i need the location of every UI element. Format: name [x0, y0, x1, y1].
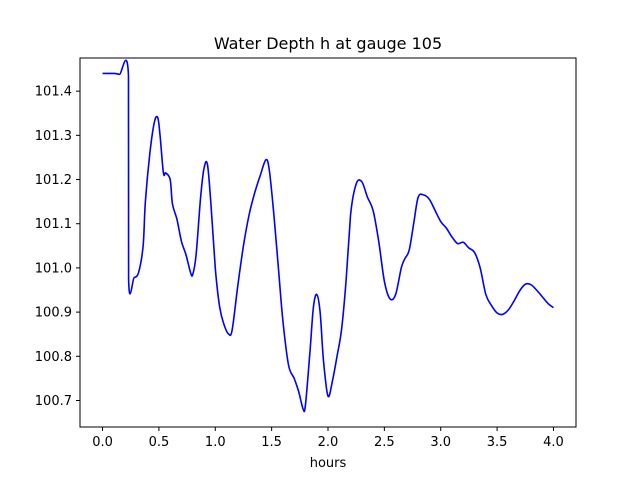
x-tick-label: 1.5: [261, 435, 282, 450]
y-tick-label: 100.9: [35, 306, 72, 321]
plot-frame: [79, 57, 577, 428]
x-tick-label: 2.5: [374, 435, 395, 450]
y-tick-label: 100.7: [35, 394, 72, 409]
chart-title: Water Depth h at gauge 105: [214, 34, 442, 53]
x-tick-label: 4.0: [543, 435, 564, 450]
y-tick-label: 101.4: [35, 85, 72, 100]
x-tick-label: 0.5: [149, 435, 170, 450]
y-tick-label: 101.0: [35, 261, 72, 276]
x-tick-label: 0.0: [92, 435, 113, 450]
y-tick-label: 101.3: [35, 129, 72, 144]
x-tick-label: 3.0: [430, 435, 451, 450]
series-layer: [102, 59, 554, 413]
x-axis-label: hours: [310, 456, 347, 471]
x-tick-label: 2.0: [318, 435, 339, 450]
y-tick-label: 100.8: [35, 350, 72, 365]
water-depth-line: [102, 59, 554, 413]
x-axis-ticks: 0.0 0.5 1.0 1.5 2.0 2.5 3.0 3.5 4.0: [92, 427, 564, 450]
x-tick-label: 3.5: [487, 435, 508, 450]
x-tick-label: 1.0: [205, 435, 226, 450]
y-tick-label: 101.2: [35, 173, 72, 188]
y-tick-label: 101.1: [35, 217, 72, 232]
y-axis-ticks: 100.7 100.8 100.9 101.0 101.1 101.2 101.3 101.4: [35, 85, 80, 409]
